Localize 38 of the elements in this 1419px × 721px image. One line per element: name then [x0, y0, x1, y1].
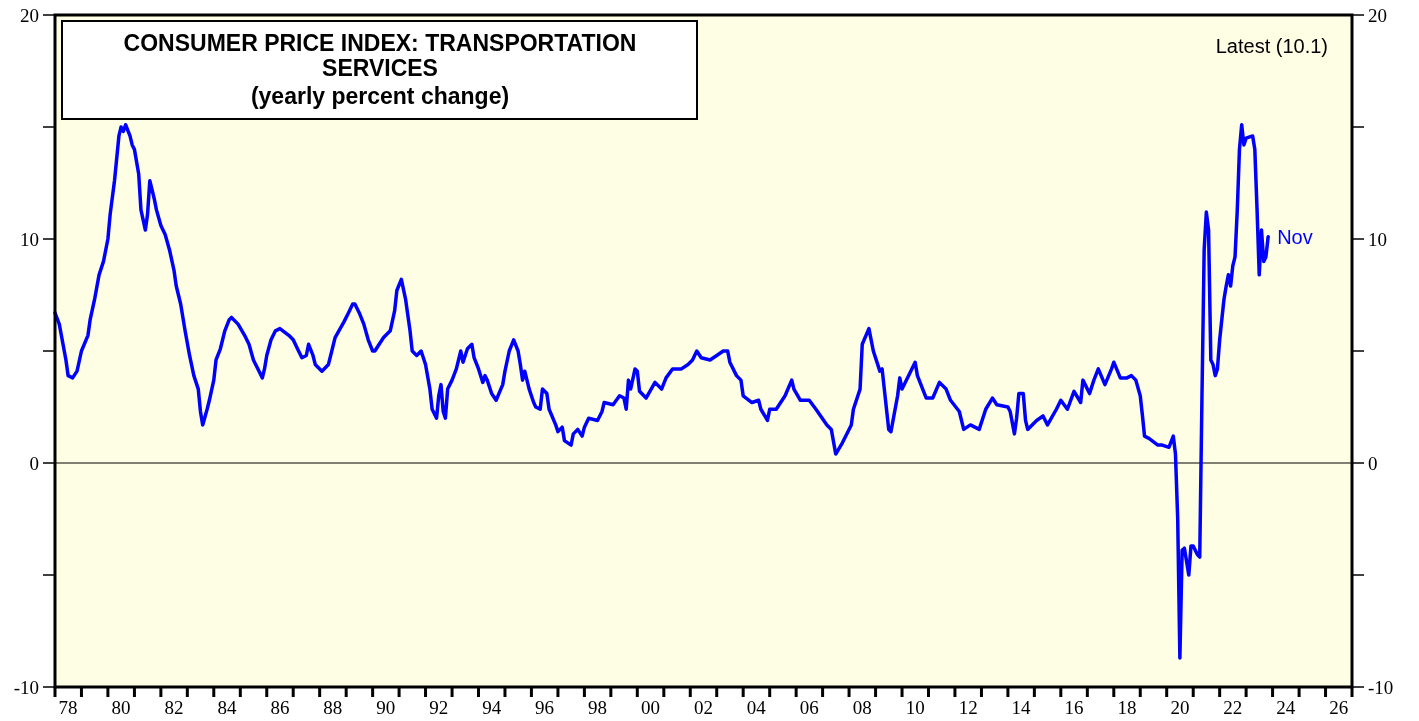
x-tick-label: 20	[1170, 697, 1190, 718]
line-series	[53, 123, 1270, 660]
y-tick-label: 20	[20, 5, 39, 26]
x-tick-label: 88	[323, 697, 343, 718]
y-tick-label: -10	[13, 677, 39, 698]
x-tick-label: 86	[270, 697, 290, 718]
x-tick-label: 10	[905, 697, 925, 718]
x-tick-label: 98	[588, 697, 608, 718]
x-tick-label: 94	[482, 697, 502, 718]
y2-tick-label: 0	[1368, 453, 1378, 474]
x-tick-label: 80	[111, 697, 131, 718]
y2-tick-label: -10	[1368, 677, 1394, 698]
x-tick-label: 96	[535, 697, 555, 718]
x-tick-label: 92	[429, 697, 449, 718]
x-tick-label: 16	[1064, 697, 1084, 718]
y-tick-label: 0	[29, 453, 39, 474]
y-tick-label: 10	[20, 229, 39, 250]
x-tick-label: 24	[1276, 697, 1296, 718]
annotation: Latest (10.1)	[1215, 35, 1328, 57]
x-tick-label: 04	[746, 697, 767, 718]
x-tick-label: 18	[1117, 697, 1137, 718]
x-tick-label: 84	[217, 697, 237, 718]
x-tick-label: 82	[164, 697, 184, 718]
x-tick-label: 14	[1011, 697, 1032, 718]
y2-tick-label: 20	[1368, 5, 1387, 26]
x-tick-label: 06	[799, 697, 819, 718]
y2-tick-label: 10	[1368, 229, 1387, 250]
x-tick-label: 22	[1223, 697, 1243, 718]
text: (yearly percent change)	[250, 83, 510, 109]
x-tick-label: 02	[693, 697, 713, 718]
x-tick-label: 78	[58, 697, 78, 718]
x-tick-label: 12	[958, 697, 978, 718]
x-tick-label: 26	[1329, 697, 1349, 718]
x-tick-label: 08	[852, 697, 872, 718]
x-tick-label: 00	[640, 697, 660, 718]
x-tick-label: 90	[376, 697, 396, 718]
annotation: Nov	[1277, 225, 1313, 248]
text: CONSUMER PRICE INDEX: TRANSPORTATION SERVICES	[123, 30, 637, 81]
